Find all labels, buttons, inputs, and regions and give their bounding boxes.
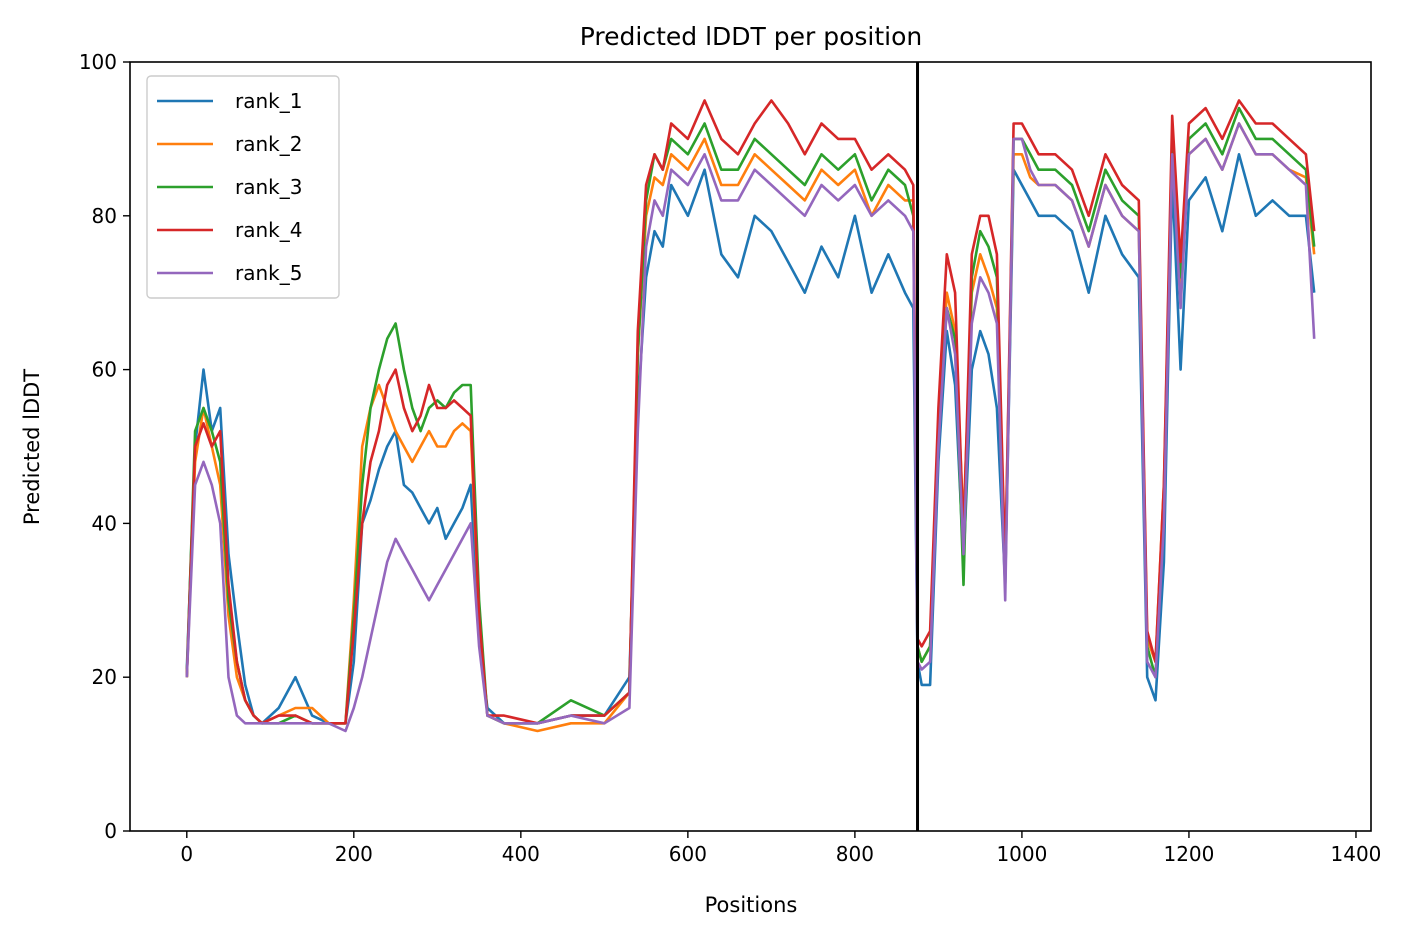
- y-axis-title: Predicted lDDT: [20, 369, 44, 525]
- legend: rank_1 rank_2 rank_3 rank_4 rank_5: [146, 75, 340, 299]
- x-tick-label: 1400: [1331, 842, 1382, 866]
- x-tick-label: 200: [335, 842, 373, 866]
- x-tick-label: 0: [180, 842, 193, 866]
- series-line-rank_1: [185, 153, 1316, 725]
- x-tick-label: 1200: [1163, 842, 1214, 866]
- x-axis: 0 200 400 600 800 1000 1200 1400: [180, 831, 1381, 866]
- legend-label-rank_4: rank_4: [235, 218, 302, 242]
- y-tick-label: 80: [92, 204, 117, 228]
- plot-frame: [129, 61, 1372, 832]
- series-layer: [185, 99, 1316, 733]
- x-tick-label: 800: [836, 842, 874, 866]
- x-tick-label: 400: [502, 842, 540, 866]
- legend-label-rank_5: rank_5: [235, 261, 302, 285]
- series-line-rank_4: [185, 99, 1316, 725]
- x-tick-label: 600: [669, 842, 707, 866]
- legend-box: [146, 75, 340, 299]
- y-tick-label: 100: [79, 50, 117, 74]
- series-line-rank_3: [185, 106, 1316, 725]
- x-axis-title: Positions: [705, 893, 798, 917]
- legend-label-rank_1: rank_1: [235, 89, 302, 113]
- chart-title: Predicted lDDT per position: [580, 22, 922, 51]
- y-tick-label: 20: [92, 665, 117, 689]
- y-tick-label: 60: [92, 358, 117, 382]
- y-tick-label: 0: [104, 819, 117, 843]
- y-tick-label: 40: [92, 511, 117, 535]
- x-tick-label: 1000: [996, 842, 1047, 866]
- legend-label-rank_3: rank_3: [235, 175, 302, 199]
- series-line-rank_5: [185, 122, 1316, 733]
- y-axis: 0 20 40 60 80 100: [79, 50, 130, 843]
- legend-label-rank_2: rank_2: [235, 132, 302, 156]
